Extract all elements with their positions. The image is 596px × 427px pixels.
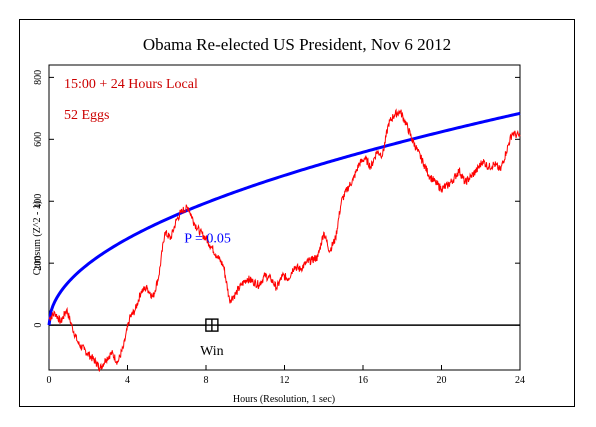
x-tick-label: 8 — [204, 375, 209, 386]
cumsum-series-line — [48, 108, 521, 372]
x-tick-label: 12 — [280, 375, 290, 386]
x-tick-label: 16 — [358, 375, 368, 386]
p-value-annotation: P = 0.05 — [184, 231, 231, 246]
win-marker — [205, 318, 219, 332]
p-005-envelope-curve — [47, 111, 521, 326]
eggs-annotation: 52 Eggs — [64, 108, 110, 123]
x-tick-label: 0 — [47, 375, 52, 386]
chart-title: Obama Re-elected US President, Nov 6 201… — [143, 35, 451, 54]
x-axis-ticks: 0 4 8 12 16 20 24 — [47, 365, 525, 386]
x-tick-label: 24 — [515, 375, 525, 386]
y-axis-label: Cumsum (Z^2 - 1) — [32, 201, 43, 275]
x-axis-label: Hours (Resolution, 1 sec) — [233, 394, 335, 405]
chart-frame: Obama Re-elected US President, Nov 6 201… — [19, 19, 575, 407]
x-tick-label: 4 — [125, 375, 130, 386]
time-annotation: 15:00 + 24 Hours Local — [64, 77, 198, 92]
x-tick-label: 20 — [437, 375, 447, 386]
y-tick-label: 400 — [33, 194, 44, 209]
chart-svg: Obama Re-elected US President, Nov 6 201… — [32, 35, 525, 405]
y-tick-label: 600 — [33, 132, 44, 147]
plot-area — [48, 64, 521, 371]
y-axis-ticks: 0 200 400 600 800 — [33, 70, 520, 328]
win-label: Win — [200, 344, 224, 359]
y-tick-label: 800 — [33, 70, 44, 85]
y-tick-label: 200 — [33, 256, 44, 271]
y-tick-label: 0 — [33, 323, 44, 328]
